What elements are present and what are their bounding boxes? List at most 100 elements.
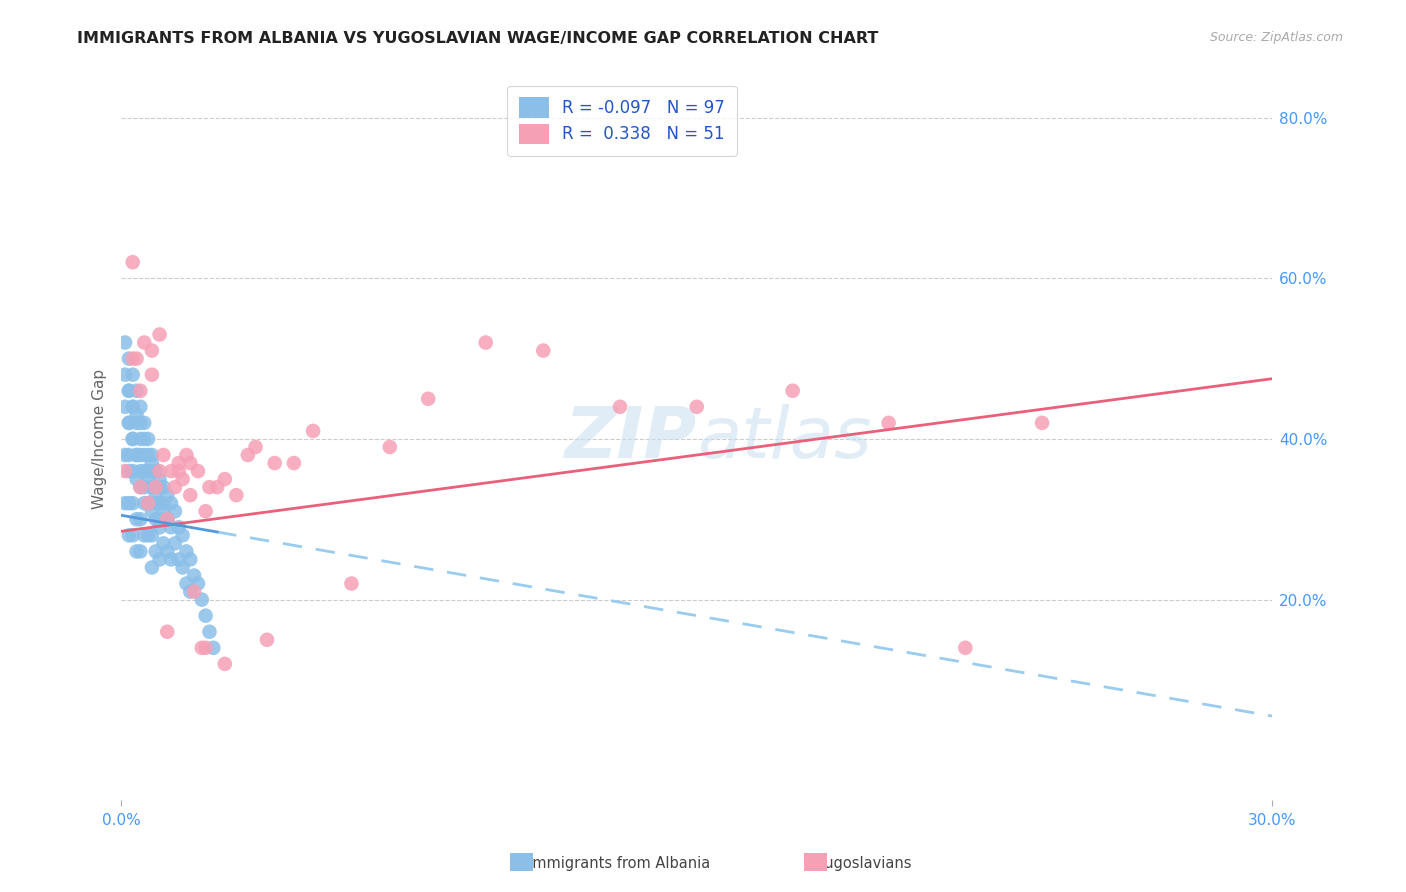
Point: [236, 448, 259, 462]
Point: [125, 416, 148, 430]
Point: [474, 335, 496, 350]
Point: [194, 608, 217, 623]
Point: [302, 424, 325, 438]
Point: [145, 464, 167, 478]
Point: [149, 480, 172, 494]
Point: [686, 400, 709, 414]
Point: [125, 351, 148, 366]
Point: [160, 496, 183, 510]
Point: [198, 480, 221, 494]
Point: [283, 456, 305, 470]
Point: [125, 448, 148, 462]
Point: [531, 343, 554, 358]
Point: [134, 432, 156, 446]
Point: [340, 576, 363, 591]
Point: [141, 448, 163, 462]
Point: [149, 552, 172, 566]
Point: [114, 464, 136, 478]
Point: [172, 472, 194, 486]
Point: [129, 480, 152, 494]
Point: [141, 343, 163, 358]
Point: [121, 368, 143, 382]
Point: [118, 528, 141, 542]
Point: [125, 472, 148, 486]
Text: atlas: atlas: [697, 404, 872, 474]
Point: [129, 544, 152, 558]
Point: [136, 496, 159, 510]
Point: [191, 640, 214, 655]
Point: [179, 488, 201, 502]
Point: [136, 496, 159, 510]
Point: [114, 400, 136, 414]
Point: [205, 480, 228, 494]
Point: [114, 448, 136, 462]
Point: [163, 504, 186, 518]
Point: [187, 464, 209, 478]
Point: [136, 432, 159, 446]
Point: [134, 335, 156, 350]
Point: [214, 472, 236, 486]
Point: [167, 464, 190, 478]
Point: [121, 432, 143, 446]
Point: [160, 464, 183, 478]
Point: [118, 416, 141, 430]
Point: [149, 327, 172, 342]
Point: [141, 456, 163, 470]
Point: [156, 544, 179, 558]
Point: [125, 408, 148, 422]
Point: [152, 504, 174, 518]
Point: [118, 448, 141, 462]
Y-axis label: Wage/Income Gap: Wage/Income Gap: [93, 369, 107, 509]
Point: [129, 432, 152, 446]
Point: [418, 392, 440, 406]
Point: [214, 657, 236, 671]
Point: [141, 368, 163, 382]
Point: [129, 480, 152, 494]
Point: [156, 624, 179, 639]
Point: [198, 624, 221, 639]
Point: [194, 504, 217, 518]
Point: [121, 400, 143, 414]
Point: [121, 255, 143, 269]
Point: [118, 496, 141, 510]
Point: [129, 464, 152, 478]
Point: [156, 512, 179, 526]
Point: [134, 480, 156, 494]
Point: [121, 351, 143, 366]
Point: [194, 640, 217, 655]
Point: [179, 456, 201, 470]
Point: [134, 416, 156, 430]
Point: [225, 488, 247, 502]
Point: [176, 576, 198, 591]
Point: [118, 384, 141, 398]
Point: [134, 448, 156, 462]
Point: [121, 496, 143, 510]
Point: [129, 416, 152, 430]
Point: [179, 552, 201, 566]
Point: [782, 384, 804, 398]
Point: [114, 368, 136, 382]
Point: [167, 520, 190, 534]
Point: [121, 432, 143, 446]
Point: [163, 536, 186, 550]
Point: [134, 528, 156, 542]
Point: [245, 440, 267, 454]
Point: [141, 560, 163, 574]
Point: [121, 400, 143, 414]
Point: [145, 488, 167, 502]
Point: [156, 512, 179, 526]
Point: [118, 464, 141, 478]
Point: [129, 448, 152, 462]
Point: [149, 520, 172, 534]
Point: [125, 544, 148, 558]
Point: [152, 536, 174, 550]
Point: [187, 576, 209, 591]
Point: [263, 456, 285, 470]
Point: [136, 448, 159, 462]
Point: [378, 440, 401, 454]
Point: [163, 480, 186, 494]
Point: [609, 400, 631, 414]
Point: [877, 416, 900, 430]
Point: [955, 640, 977, 655]
Text: IMMIGRANTS FROM ALBANIA VS YUGOSLAVIAN WAGE/INCOME GAP CORRELATION CHART: IMMIGRANTS FROM ALBANIA VS YUGOSLAVIAN W…: [77, 31, 879, 46]
